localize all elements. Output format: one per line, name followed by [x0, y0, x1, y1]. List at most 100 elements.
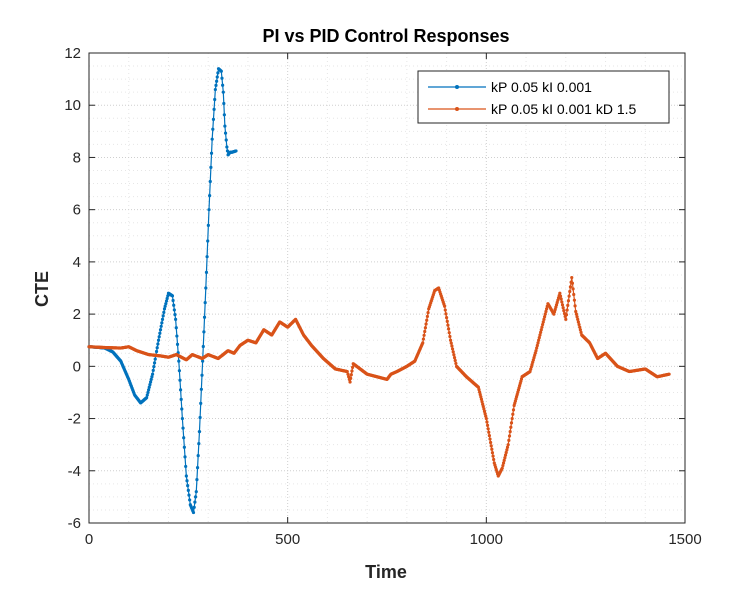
data-point [148, 380, 153, 384]
data-point [506, 443, 510, 447]
data-point [575, 315, 579, 319]
data-point [162, 307, 167, 311]
series-2 [87, 275, 671, 478]
data-point [180, 407, 184, 411]
data-point [152, 361, 157, 365]
data-point [503, 453, 508, 457]
data-point [164, 302, 168, 306]
data-point [492, 457, 496, 462]
data-point [148, 383, 152, 387]
data-point [484, 414, 488, 418]
data-point [564, 313, 569, 317]
data-point [508, 430, 512, 434]
data-point [422, 333, 426, 337]
data-point [667, 372, 671, 376]
data-point [542, 317, 546, 321]
data-point [146, 390, 150, 395]
data-point [560, 303, 565, 307]
data-point [425, 318, 429, 322]
data-point [195, 478, 199, 482]
y-tick-label: 0 [73, 358, 81, 375]
data-point [175, 342, 180, 346]
legend-marker-series-2 [455, 107, 459, 111]
data-point [507, 438, 511, 442]
data-point [170, 294, 175, 298]
data-point [478, 392, 482, 397]
data-point [199, 387, 203, 391]
data-point [421, 341, 425, 345]
data-point [479, 395, 483, 399]
data-point [204, 286, 208, 290]
data-point [211, 117, 216, 121]
y-tick-label: -6 [68, 515, 81, 532]
data-point [483, 412, 487, 416]
data-point [223, 131, 228, 135]
data-point [570, 275, 574, 280]
chart-title: PI vs PID Control Responses [262, 26, 509, 46]
data-point [225, 145, 229, 149]
data-point [478, 390, 482, 394]
data-point [509, 425, 513, 429]
data-point [558, 291, 562, 295]
data-point [578, 325, 582, 329]
data-point [574, 309, 578, 314]
data-point [445, 315, 449, 320]
data-point [452, 356, 457, 360]
y-tick-label: 12 [64, 45, 81, 62]
data-point [222, 101, 226, 106]
data-point [426, 311, 430, 315]
data-point [198, 415, 202, 420]
data-point [560, 300, 564, 304]
data-point [345, 369, 349, 374]
data-point [567, 294, 571, 298]
data-point [182, 445, 186, 449]
data-point [202, 330, 206, 334]
data-point [489, 444, 493, 448]
data-point [565, 308, 569, 312]
data-point [511, 408, 516, 412]
data-point [234, 149, 238, 153]
data-point [150, 375, 154, 379]
data-point [490, 451, 495, 455]
data-point [501, 463, 505, 468]
data-point [568, 285, 573, 289]
data-point [452, 353, 456, 357]
data-point [215, 79, 219, 83]
data-point [174, 326, 178, 330]
data-point [424, 322, 428, 326]
data-point [489, 440, 493, 445]
data-point [153, 357, 157, 361]
data-point [205, 255, 209, 259]
data-point [147, 388, 151, 392]
data-point [158, 331, 162, 335]
data-point [450, 347, 455, 351]
data-point [164, 299, 169, 303]
data-point [214, 83, 218, 87]
data-point [149, 377, 153, 381]
data-point [193, 500, 197, 504]
data-point [160, 321, 164, 325]
data-point [186, 488, 190, 492]
data-point [484, 416, 488, 421]
data-point [479, 397, 484, 401]
data-point [219, 69, 223, 73]
data-point [538, 333, 542, 337]
data-point [502, 458, 506, 462]
data-point [158, 328, 163, 332]
data-point [559, 297, 563, 301]
data-point [182, 436, 186, 440]
y-tick-label: 2 [73, 306, 81, 323]
data-point [421, 337, 426, 341]
data-point [178, 378, 182, 382]
data-point [349, 373, 353, 377]
data-point [197, 430, 202, 434]
data-point [184, 464, 188, 469]
y-tick-label: 10 [64, 97, 81, 114]
data-point [147, 385, 151, 389]
data-point [184, 474, 188, 478]
data-point [576, 320, 580, 324]
data-point [172, 303, 176, 307]
data-point [211, 127, 215, 131]
data-point [350, 365, 355, 369]
data-point [505, 448, 509, 452]
